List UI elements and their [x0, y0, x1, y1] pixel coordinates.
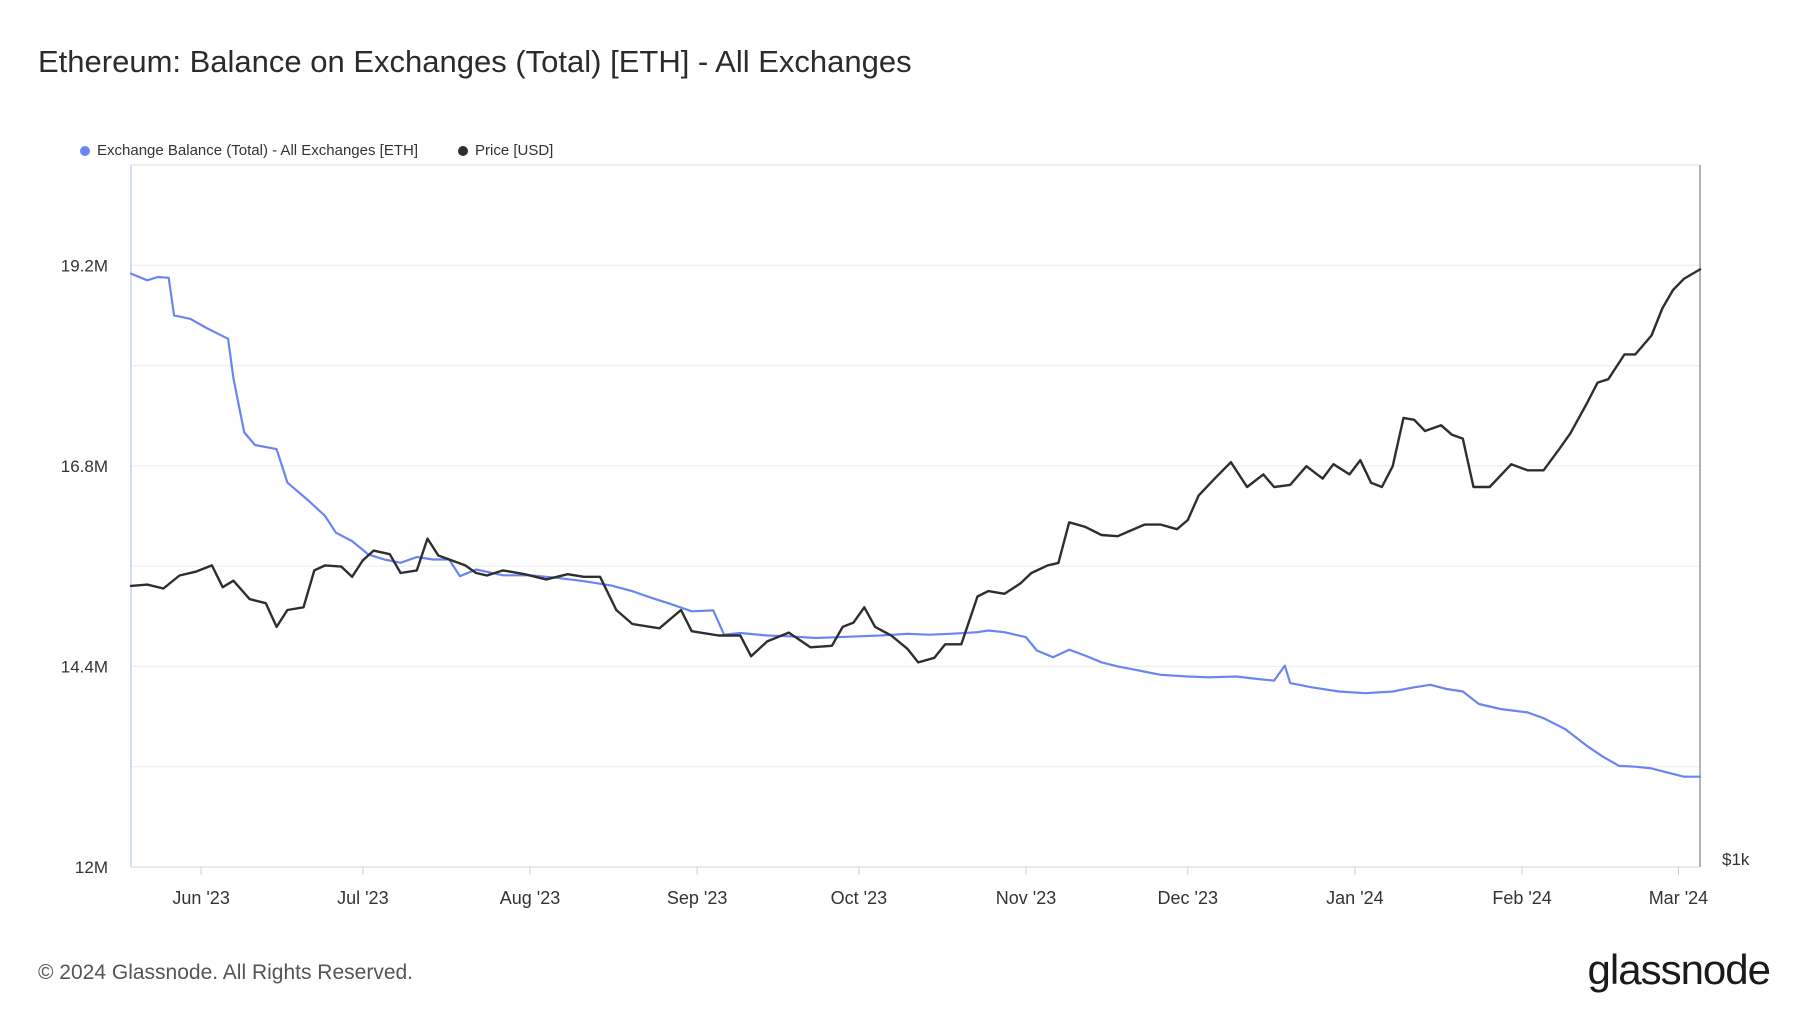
y-tick-label: 12M	[75, 858, 108, 877]
x-tick-label: Sep '23	[667, 888, 728, 908]
legend-label: Price [USD]	[475, 142, 554, 159]
x-tick-label: Feb '24	[1492, 888, 1551, 908]
glassnode-logo: glassnode	[1587, 946, 1771, 993]
legend-label: Exchange Balance (Total) - All Exchanges…	[97, 142, 418, 159]
x-tick-label: Jan '24	[1326, 888, 1383, 908]
x-tick-label: Mar '24	[1649, 888, 1708, 908]
y-tick-label: 14.4M	[61, 657, 108, 676]
price-line	[129, 268, 1702, 664]
x-tick-label: Dec '23	[1158, 888, 1218, 908]
x-tick-label: Oct '23	[831, 888, 887, 908]
exchange-balance-line	[129, 272, 1702, 778]
chart-legend: Exchange Balance (Total) - All Exchanges…	[80, 142, 553, 159]
y-tick-label: 19.2M	[61, 256, 108, 275]
legend-item-price[interactable]: Price [USD]	[458, 142, 553, 159]
chart-title: Ethereum: Balance on Exchanges (Total) […	[38, 44, 912, 79]
y-right-tick-label: $1k	[1722, 850, 1750, 869]
x-tick-label: Jul '23	[337, 888, 388, 908]
x-tick-label: Jun '23	[172, 888, 229, 908]
legend-dot-icon	[458, 145, 468, 156]
copyright-footer: © 2024 Glassnode. All Rights Reserved.	[38, 961, 414, 984]
y-tick-label: 16.8M	[61, 457, 108, 476]
legend-dot-icon	[80, 145, 90, 156]
x-tick-label: Nov '23	[996, 888, 1056, 908]
x-tick-label: Aug '23	[500, 888, 561, 908]
legend-item-exchange-balance[interactable]: Exchange Balance (Total) - All Exchanges…	[80, 142, 418, 159]
